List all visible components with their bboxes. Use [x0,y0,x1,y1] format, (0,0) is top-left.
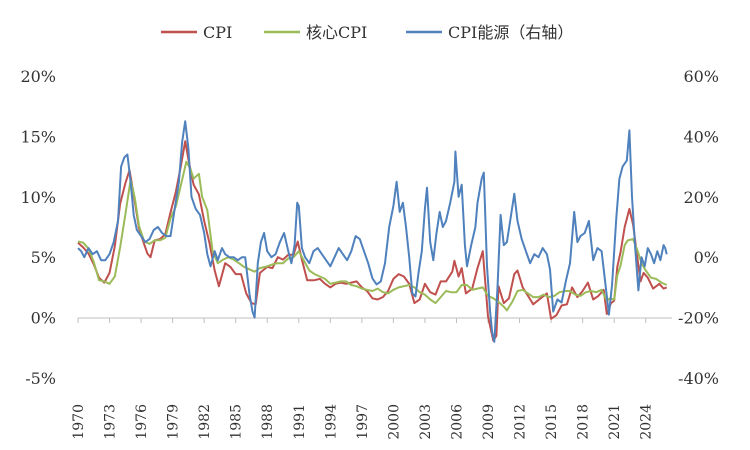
left-y-tick-label: 5% [31,248,56,267]
series-line-核心cpi [77,160,668,312]
left-y-tick-label: 15% [20,127,56,146]
right-y-tick-label: 40% [683,127,719,146]
right-y-tick-label: 20% [683,188,719,207]
x-tick-label: 1994 [323,404,339,440]
x-tick-label: 1985 [229,404,245,440]
x-tick-label: 2018 [576,404,592,440]
axes: -5% 0% 5% 10% 15% 20% -40% -20% 0% 20% 40% 60% 1970 1… [20,67,719,440]
x-tick-label: 1973 [103,404,119,440]
x-tick-label: 2024 [639,404,655,440]
left-y-tick-label: 0% [31,309,56,328]
left-y-tick-label: -5% [25,369,56,388]
x-tick-label: 1991 [292,404,308,440]
right-y-tick-label: 60% [683,67,719,86]
left-y-tick-label: 10% [20,188,56,207]
right-y-tick-label: -40% [678,369,719,388]
x-tick-label: 2000 [386,404,402,440]
x-tick-label: 1982 [197,404,213,440]
legend-label: 核心CPI [306,23,367,42]
legend-label: CPI [203,23,232,42]
x-tick-label: 2006 [449,404,465,440]
x-tick-label: 1970 [71,404,87,440]
legend-label: CPI能源（右轴） [448,23,573,42]
x-tick-label: 1976 [134,404,150,440]
x-tick-label: 1997 [355,404,371,440]
series-line-cpi [77,140,668,342]
right-y-tick-label: 0% [694,248,719,267]
x-tick-label: 2012 [513,404,529,440]
x-tick-label: 1979 [166,404,182,440]
x-tick-label: 1988 [260,404,276,440]
x-tick-label: 2021 [607,404,623,440]
x-tick-label: 2009 [481,404,497,440]
series-group [77,120,668,343]
x-tick-label: 2015 [544,404,560,440]
left-y-tick-label: 20% [20,67,56,86]
legend: CPI 核心CPI CPI能源（右轴） [161,23,573,42]
right-y-tick-label: -20% [678,309,719,328]
series-line-cpi能源右轴 [77,120,668,343]
x-tick-label: 2003 [418,404,434,440]
